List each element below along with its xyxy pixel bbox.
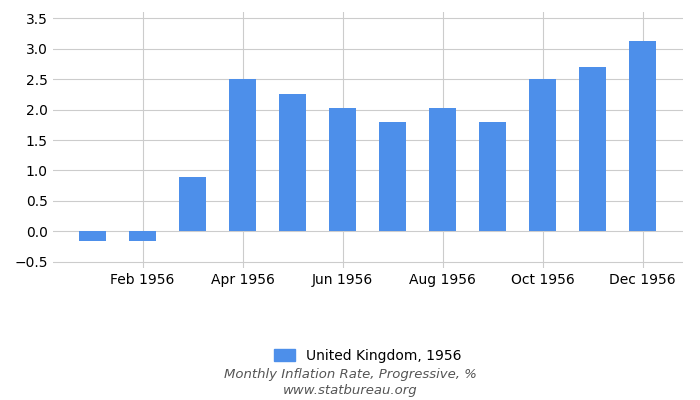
Bar (229, 79, 256, 232)
Bar (279, 94, 307, 232)
Text: www.statbureau.org: www.statbureau.org (283, 384, 417, 397)
Bar (78, 232, 106, 240)
Text: Monthly Inflation Rate, Progressive, %: Monthly Inflation Rate, Progressive, % (223, 368, 477, 381)
Bar (178, 176, 206, 232)
Legend: United Kingdom, 1956: United Kingdom, 1956 (268, 344, 467, 368)
Bar (579, 67, 606, 232)
Bar (129, 232, 156, 240)
Bar (629, 41, 657, 232)
Bar (329, 108, 356, 232)
Bar (428, 108, 456, 232)
Bar (528, 79, 556, 232)
Bar (379, 122, 406, 232)
Bar (479, 122, 506, 232)
